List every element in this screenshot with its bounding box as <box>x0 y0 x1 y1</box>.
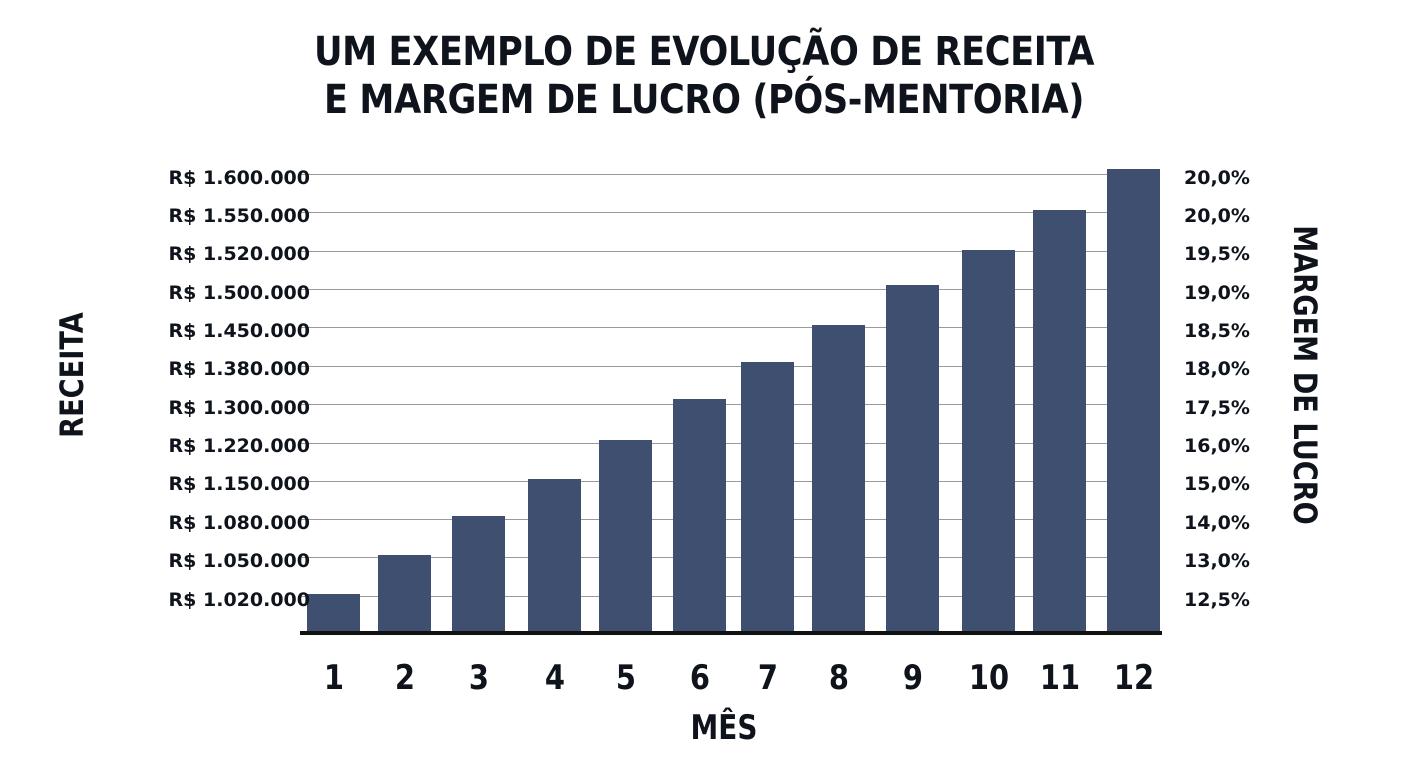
bar-month-1 <box>307 594 360 632</box>
gridline <box>300 366 1160 367</box>
bar-month-10 <box>962 250 1015 632</box>
x-axis-line <box>300 631 1162 635</box>
y-tick-right: 18,5% <box>1184 320 1250 342</box>
gridline <box>300 174 1160 175</box>
bar-month-11 <box>1033 210 1086 632</box>
x-tick: 6 <box>689 658 711 698</box>
bar-month-3 <box>452 516 505 632</box>
y-tick-right: 17,5% <box>1184 397 1250 419</box>
gridline <box>300 519 1160 520</box>
x-tick: 9 <box>902 658 924 698</box>
y-tick-right: 13,0% <box>1184 550 1250 572</box>
gridline <box>300 251 1160 252</box>
gridline <box>300 443 1160 444</box>
bar-month-7 <box>741 362 794 632</box>
x-tick: 3 <box>468 658 490 698</box>
x-tick: 7 <box>757 658 779 698</box>
bar-month-2 <box>378 555 431 632</box>
y-tick-right: 12,5% <box>1184 589 1250 611</box>
gridline <box>300 481 1160 482</box>
y-tick-left: R$ 1.020.000 <box>168 589 310 611</box>
chart-title-line-1: UM EXEMPLO DE EVOLUÇÃO DE RECEITA <box>313 29 1095 75</box>
y-axis-title-left: RECEITA <box>53 312 91 438</box>
gridline <box>300 557 1160 558</box>
y-tick-left: R$ 1.220.000 <box>168 435 310 457</box>
x-tick: 1 <box>323 658 345 698</box>
y-tick-right: 15,0% <box>1184 473 1250 495</box>
y-tick-left: R$ 1.080.000 <box>168 512 310 534</box>
gridline <box>300 404 1160 405</box>
y-tick-right: 16,0% <box>1184 435 1250 457</box>
y-tick-left: R$ 1.520.000 <box>168 243 310 265</box>
bar-month-8 <box>812 325 865 632</box>
y-tick-right: 19,0% <box>1184 282 1250 304</box>
y-tick-right: 18,0% <box>1184 358 1250 380</box>
y-tick-left: R$ 1.300.000 <box>168 397 310 419</box>
y-tick-right: 19,5% <box>1184 243 1250 265</box>
chart-title-line-2: E MARGEM DE LUCRO (PÓS-MENTORIA) <box>324 77 1084 123</box>
gridline <box>300 289 1160 290</box>
x-tick: 12 <box>1113 658 1155 698</box>
bar-month-9 <box>886 285 939 632</box>
bar-month-5 <box>599 440 652 632</box>
y-axis-title-right: MARGEM DE LUCRO <box>1286 225 1324 525</box>
y-tick-left: R$ 1.450.000 <box>168 320 310 342</box>
y-tick-left: R$ 1.150.000 <box>168 473 310 495</box>
y-tick-left: R$ 1.600.000 <box>168 167 310 189</box>
y-tick-left: R$ 1.380.000 <box>168 358 310 380</box>
x-tick: 10 <box>968 658 1010 698</box>
y-tick-left: R$ 1.050.000 <box>168 550 310 572</box>
y-tick-left: R$ 1.550.000 <box>168 205 310 227</box>
chart-title: UM EXEMPLO DE EVOLUÇÃO DE RECEITA E MARG… <box>84 28 1323 124</box>
bar-month-4 <box>528 479 581 632</box>
y-tick-right: 20,0% <box>1184 205 1250 227</box>
bar-month-12 <box>1107 169 1160 632</box>
x-tick: 2 <box>394 658 416 698</box>
y-tick-right: 20,0% <box>1184 167 1250 189</box>
x-tick: 4 <box>544 658 566 698</box>
y-tick-left: R$ 1.500.000 <box>168 282 310 304</box>
gridline <box>300 327 1160 328</box>
x-axis-title: MÊS <box>690 708 758 748</box>
gridline <box>300 212 1160 213</box>
x-tick: 5 <box>615 658 637 698</box>
bar-month-6 <box>673 399 726 632</box>
gridline <box>300 596 1160 597</box>
y-tick-right: 14,0% <box>1184 512 1250 534</box>
x-tick: 11 <box>1039 658 1081 698</box>
x-tick: 8 <box>828 658 850 698</box>
